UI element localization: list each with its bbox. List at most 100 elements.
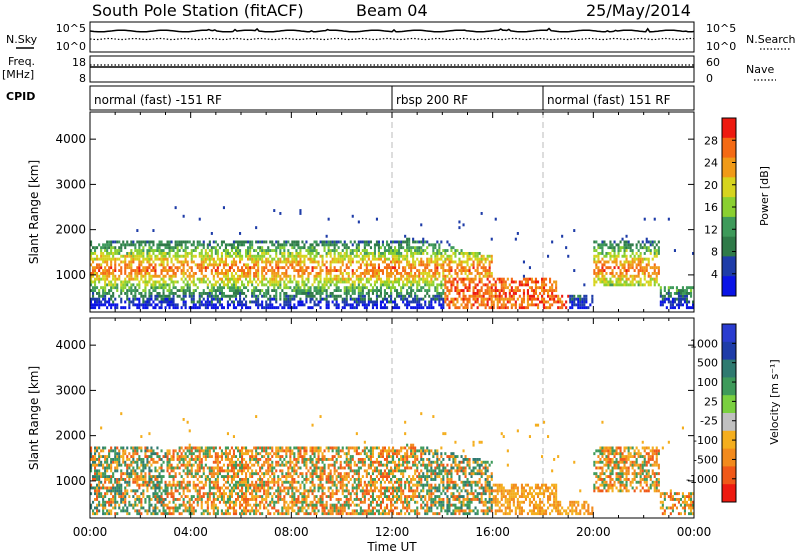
- range-cell: [557, 306, 560, 310]
- range-cell: [182, 469, 185, 473]
- range-cell: [333, 246, 336, 250]
- range-cell: [94, 506, 97, 510]
- range-cell: [94, 455, 97, 458]
- range-cell: [303, 289, 306, 292]
- range-cell: [371, 252, 374, 255]
- range-cell: [444, 252, 447, 255]
- range-cell: [239, 286, 242, 290]
- range-cell: [486, 277, 489, 281]
- range-cell: [116, 500, 119, 504]
- range-cell: [198, 303, 201, 307]
- range-cell: [297, 280, 300, 284]
- range-cell: [226, 469, 229, 473]
- range-cell: [146, 272, 149, 275]
- range-cell: [440, 283, 443, 287]
- range-cell: [265, 252, 268, 255]
- range-cell: [448, 306, 451, 310]
- range-cell: [110, 249, 113, 252]
- range-cell: [603, 243, 606, 247]
- range-cell: [373, 263, 376, 267]
- range-cell: [603, 277, 606, 281]
- range-cell: [327, 300, 330, 304]
- range-cell: [108, 297, 111, 301]
- range-cell: [96, 297, 99, 301]
- range-cell: [480, 212, 483, 215]
- range-cell: [508, 297, 511, 301]
- range-cell: [124, 495, 127, 498]
- range-cell: [601, 269, 604, 272]
- range-cell: [287, 303, 290, 307]
- range-cell: [108, 257, 111, 261]
- range-cell: [363, 272, 366, 275]
- range-cell: [406, 240, 409, 244]
- range-cell: [456, 289, 459, 292]
- range-cell: [543, 297, 546, 301]
- range-cell: [90, 289, 93, 292]
- range-cell: [448, 263, 451, 267]
- range-cell: [659, 292, 662, 295]
- range-cell: [319, 266, 322, 270]
- range-cell: [90, 458, 93, 461]
- range-cell: [406, 257, 409, 261]
- range-cell: [132, 455, 135, 458]
- range-cell: [557, 297, 560, 301]
- range-cell: [271, 269, 274, 272]
- range-cell: [621, 272, 624, 275]
- range-cell: [216, 452, 219, 456]
- nsky-traces: [89, 27, 695, 41]
- range-cell: [377, 263, 380, 267]
- range-cell: [351, 292, 354, 295]
- range-cell: [416, 252, 419, 255]
- range-cell: [188, 283, 191, 287]
- range-cell: [275, 277, 278, 281]
- range-cell: [325, 297, 328, 301]
- range-cell: [273, 294, 276, 298]
- range-cell: [144, 292, 147, 295]
- range-cell: [492, 306, 495, 310]
- range-cell: [323, 286, 326, 290]
- range-cell: [273, 283, 276, 287]
- range-cell: [275, 292, 278, 295]
- range-cell: [247, 509, 250, 513]
- range-cell: [212, 303, 215, 307]
- range-cell: [224, 294, 227, 298]
- range-cell: [289, 280, 292, 284]
- range-cell: [472, 252, 475, 255]
- range-cell: [92, 272, 95, 275]
- range-cell: [212, 240, 215, 244]
- range-cell: [422, 243, 425, 247]
- range-cell: [166, 263, 169, 267]
- range-cell: [343, 303, 346, 307]
- range-cell: [442, 260, 445, 264]
- range-cell: [345, 246, 348, 250]
- range-cell: [309, 260, 312, 264]
- range-cell: [180, 277, 183, 281]
- range-cell: [615, 280, 618, 284]
- range-cell: [263, 277, 266, 281]
- range-cell: [224, 509, 227, 513]
- range-cell: [174, 472, 177, 476]
- range-cell: [150, 277, 153, 281]
- range-cell: [112, 458, 115, 461]
- range-cell: [522, 277, 525, 281]
- range-cell: [651, 277, 654, 281]
- range-cell: [394, 300, 397, 304]
- range-cell: [170, 486, 173, 490]
- range-cell: [259, 240, 262, 244]
- range-cell: [224, 249, 227, 252]
- range-cell: [96, 492, 99, 496]
- range-cell: [226, 498, 229, 501]
- range-cell: [603, 240, 606, 244]
- range-cell: [174, 274, 177, 278]
- range-cell: [164, 254, 167, 258]
- range-cell: [303, 286, 306, 290]
- range-cell: [619, 263, 622, 267]
- range-cell: [311, 266, 314, 270]
- range-cell: [239, 506, 242, 510]
- range-cell: [619, 283, 622, 287]
- range-cell: [379, 283, 382, 287]
- range-cell: [287, 274, 290, 278]
- range-cell: [241, 503, 244, 507]
- range-cell: [174, 286, 177, 290]
- range-cell: [269, 269, 272, 272]
